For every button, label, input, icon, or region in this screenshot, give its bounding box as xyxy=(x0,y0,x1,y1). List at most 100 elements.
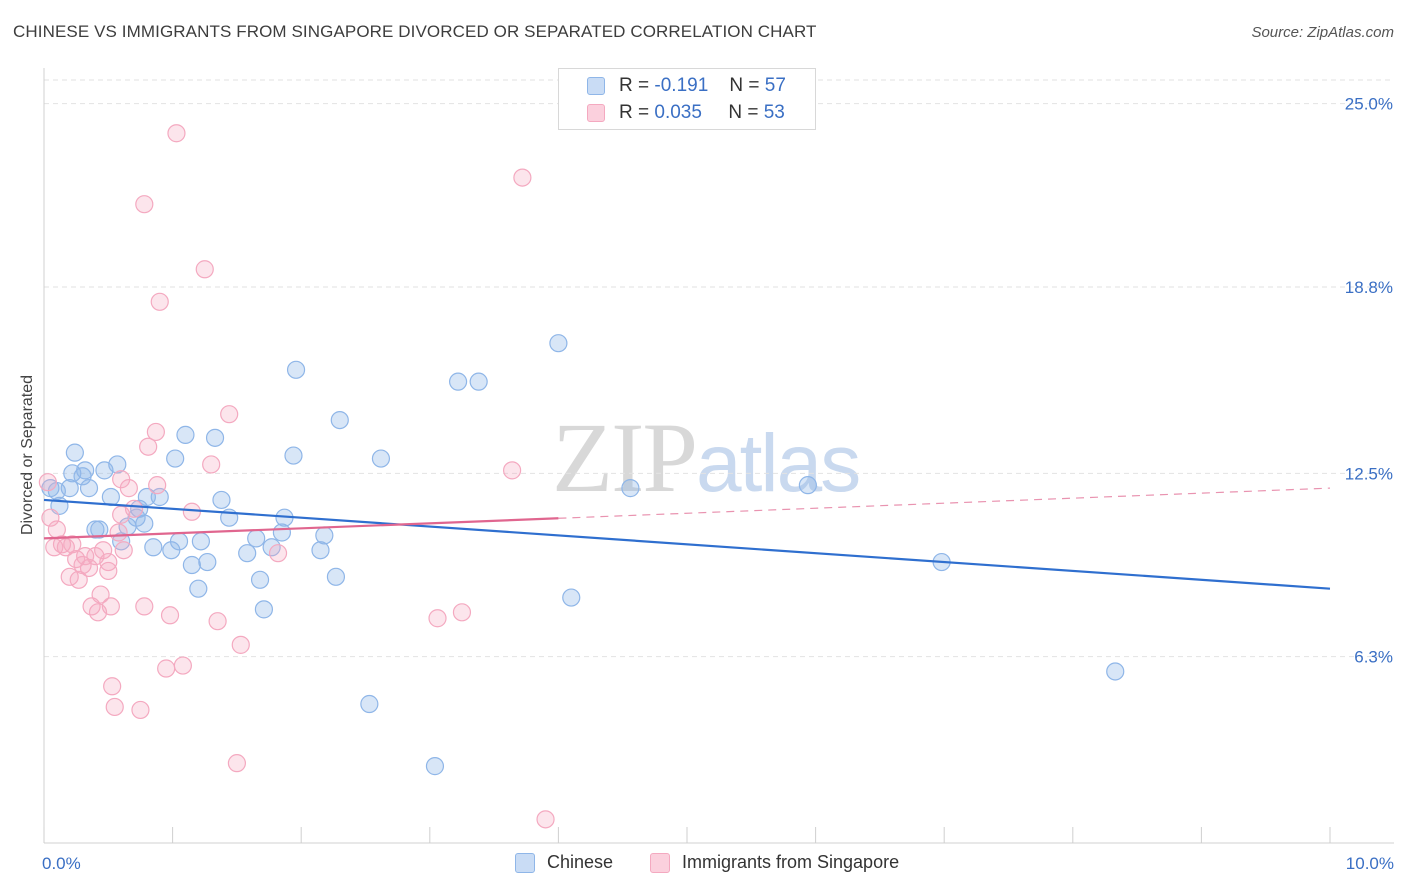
singapore-point xyxy=(94,541,113,560)
singapore-point xyxy=(103,677,122,696)
singapore-point xyxy=(91,585,110,604)
chinese-point xyxy=(144,538,163,557)
chinese-point xyxy=(101,487,120,507)
r-value-singapore: 0.035 xyxy=(654,102,702,123)
chinese-point xyxy=(169,532,189,551)
chinese-point xyxy=(212,490,231,510)
n-label: N = xyxy=(728,102,759,123)
r-value-chinese: -0.191 xyxy=(654,75,709,96)
singapore-point xyxy=(428,609,447,628)
y-tick-label: 25.0% xyxy=(1345,95,1393,114)
singapore-point xyxy=(182,502,201,521)
chinese-point xyxy=(176,425,195,444)
singapore-point xyxy=(101,597,120,616)
singapore-point xyxy=(69,570,88,589)
singapore-point xyxy=(167,124,186,143)
chinese-trendline xyxy=(43,498,1331,590)
singapore-point xyxy=(63,535,82,554)
singapore-point xyxy=(79,558,99,578)
singapore-point xyxy=(202,455,221,474)
y-tick-label: 12.5% xyxy=(1345,464,1393,483)
chinese-point xyxy=(448,372,468,391)
singapore-point xyxy=(124,499,144,518)
r-label: R = xyxy=(619,75,650,96)
singapore-point xyxy=(119,479,138,498)
chinese-point xyxy=(60,479,79,498)
chinese-point xyxy=(254,600,274,619)
chinese-point xyxy=(469,372,488,391)
chinese-point xyxy=(549,334,568,353)
singapore-point xyxy=(173,656,192,675)
y-tick-label: 18.8% xyxy=(1345,278,1393,297)
chinese-point xyxy=(562,588,581,607)
n-value-chinese: 57 xyxy=(764,75,786,96)
chart-title: CHINESE VS IMMIGRANTS FROM SINGAPORE DIV… xyxy=(13,22,817,41)
singapore-point xyxy=(513,168,532,187)
singapore-point xyxy=(139,437,158,456)
chinese-point xyxy=(798,476,817,495)
series-chinese xyxy=(41,334,1125,776)
singapore-point xyxy=(146,422,165,442)
chinese-point xyxy=(76,461,95,480)
chinese-point xyxy=(247,529,266,548)
singapore-point xyxy=(135,195,154,214)
singapore-trendline xyxy=(43,517,559,540)
legend-chinese-label: Chinese xyxy=(547,852,614,872)
singapore-point xyxy=(148,476,167,495)
series-singapore xyxy=(38,124,555,829)
chinese-point xyxy=(198,552,217,572)
x-tick-label: 10.0% xyxy=(1346,854,1394,873)
singapore-point xyxy=(157,659,176,678)
chinese-point xyxy=(311,541,330,560)
singapore-point xyxy=(109,523,128,542)
legend-singapore-label: Immigrants from Singapore xyxy=(682,852,900,872)
singapore-swatch xyxy=(587,104,605,122)
chinese-point xyxy=(191,532,210,551)
singapore-point xyxy=(114,541,133,560)
watermark-atlas: atlas xyxy=(696,418,861,509)
chinese-point xyxy=(108,455,127,474)
chinese-point xyxy=(150,487,169,507)
singapore-point xyxy=(160,606,180,625)
singapore-point xyxy=(105,697,124,717)
chinese-point xyxy=(86,520,105,539)
singapore-point xyxy=(503,461,522,480)
singapore-point xyxy=(195,260,214,279)
singapore-point xyxy=(76,547,95,566)
chinese-point xyxy=(425,757,445,776)
singapore-trendline-dashed xyxy=(558,487,1331,519)
chinese-point xyxy=(330,410,349,430)
chinese-point xyxy=(371,449,391,468)
chinese-point xyxy=(326,567,346,586)
singapore-point xyxy=(150,292,169,311)
chinese-point xyxy=(1106,662,1125,681)
singapore-point xyxy=(38,473,57,492)
chinese-point xyxy=(166,449,185,468)
chinese-point xyxy=(621,479,640,498)
r-label: R = xyxy=(619,102,650,123)
chinese-point xyxy=(137,487,156,507)
x-tick-label: 0.0% xyxy=(42,854,81,873)
chinese-point xyxy=(65,443,84,462)
source-label: Source: ZipAtlas.com xyxy=(1251,24,1394,41)
singapore-point xyxy=(41,508,60,527)
singapore-point xyxy=(536,810,555,829)
singapore-point xyxy=(220,405,239,424)
singapore-point xyxy=(99,561,118,581)
singapore-point xyxy=(131,700,150,720)
singapore-point xyxy=(268,544,288,563)
singapore-point xyxy=(452,603,472,622)
n-value-singapore: 53 xyxy=(763,102,785,123)
chinese-point xyxy=(272,523,292,542)
stats-legend: R = -0.191 N = 57 R = 0.035 N = 53 xyxy=(558,68,816,130)
legend-chinese-swatch xyxy=(515,853,535,873)
singapore-point xyxy=(135,597,154,616)
chinese-point xyxy=(205,428,225,447)
singapore-point xyxy=(208,612,227,631)
chinese-point xyxy=(360,694,379,714)
y-tick-label: 6.3% xyxy=(1354,648,1393,667)
chinese-point xyxy=(189,579,208,598)
chinese-swatch xyxy=(587,77,605,95)
chinese-point xyxy=(90,520,109,539)
